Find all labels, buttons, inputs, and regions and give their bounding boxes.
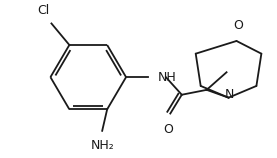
Text: Cl: Cl [37, 4, 50, 17]
Text: NH₂: NH₂ [90, 139, 114, 152]
Text: O: O [163, 123, 173, 136]
Text: O: O [234, 19, 243, 32]
Text: NH: NH [158, 71, 177, 84]
Text: N: N [225, 88, 234, 101]
